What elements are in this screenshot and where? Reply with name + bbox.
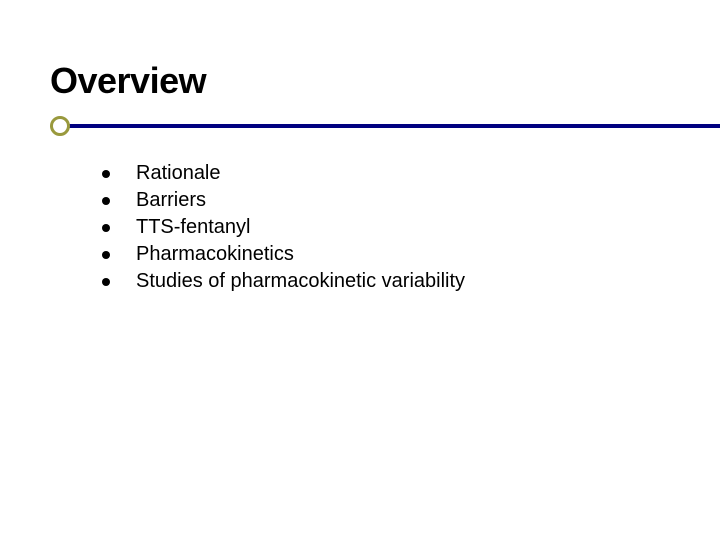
slide: Overview Rationale Barriers TTS-fentanyl… [0,0,720,540]
bullet-list: Rationale Barriers TTS-fentanyl Pharmaco… [102,160,670,295]
list-item: Barriers [102,187,670,214]
divider-circle-icon [50,116,70,136]
title-divider [50,116,670,136]
list-item: TTS-fentanyl [102,214,670,241]
list-item: Rationale [102,160,670,187]
divider-line [66,124,720,128]
list-item: Pharmacokinetics [102,241,670,268]
list-item: Studies of pharmacokinetic variability [102,268,670,295]
slide-title: Overview [50,60,670,102]
